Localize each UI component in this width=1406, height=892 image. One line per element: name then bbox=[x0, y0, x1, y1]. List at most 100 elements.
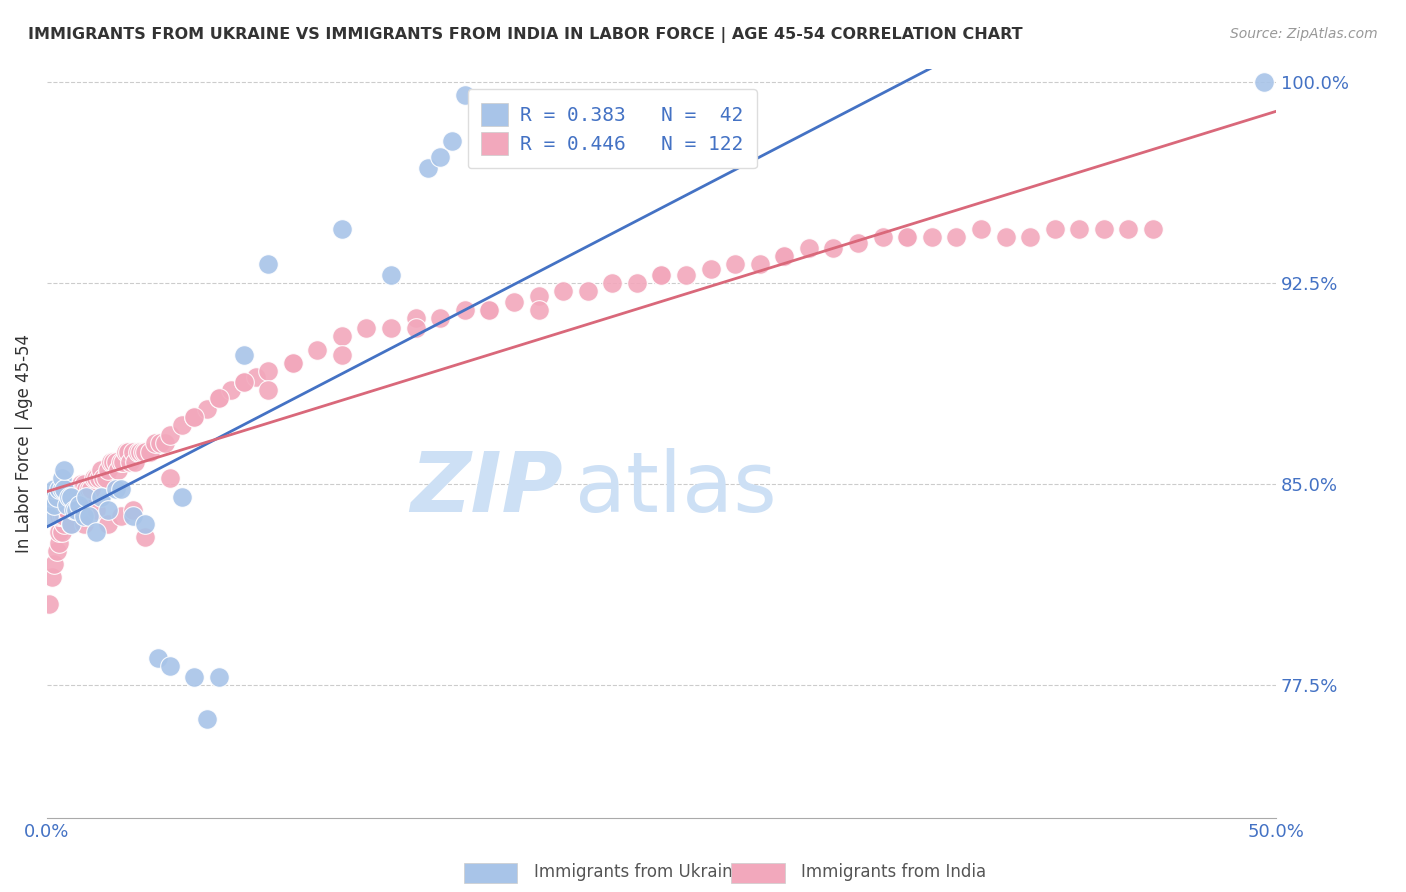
Point bbox=[257, 364, 280, 378]
Point bbox=[405, 310, 427, 325]
Point bbox=[1142, 222, 1164, 236]
Point bbox=[73, 476, 96, 491]
Point bbox=[380, 321, 402, 335]
Point bbox=[45, 490, 67, 504]
Point bbox=[53, 508, 76, 523]
Point bbox=[110, 508, 132, 523]
Point bbox=[773, 249, 796, 263]
Point bbox=[232, 375, 254, 389]
Point bbox=[257, 257, 280, 271]
Point bbox=[100, 455, 122, 469]
Point bbox=[1069, 222, 1091, 236]
Point bbox=[281, 356, 304, 370]
Point bbox=[51, 508, 73, 523]
Point bbox=[330, 329, 353, 343]
Point bbox=[107, 463, 129, 477]
Point bbox=[97, 503, 120, 517]
Point bbox=[945, 230, 967, 244]
Point bbox=[208, 391, 231, 405]
Point bbox=[921, 230, 943, 244]
Point bbox=[1253, 75, 1275, 89]
Point bbox=[994, 230, 1017, 244]
Point bbox=[773, 249, 796, 263]
Point bbox=[129, 444, 152, 458]
Point bbox=[80, 482, 103, 496]
Point bbox=[84, 524, 107, 539]
Point bbox=[153, 436, 176, 450]
Point bbox=[1118, 222, 1140, 236]
Point bbox=[58, 490, 80, 504]
Point bbox=[650, 268, 672, 282]
Point bbox=[58, 498, 80, 512]
Point bbox=[846, 235, 869, 250]
Point bbox=[53, 482, 76, 496]
Point bbox=[527, 289, 550, 303]
Point bbox=[48, 482, 70, 496]
Point bbox=[183, 409, 205, 424]
Point bbox=[896, 230, 918, 244]
Point bbox=[112, 455, 135, 469]
Legend: R = 0.383   N =  42, R = 0.446   N = 122: R = 0.383 N = 42, R = 0.446 N = 122 bbox=[468, 89, 756, 169]
Point bbox=[84, 503, 107, 517]
Point bbox=[44, 490, 66, 504]
Point bbox=[454, 88, 477, 103]
Point bbox=[429, 310, 451, 325]
Point bbox=[83, 471, 105, 485]
Point bbox=[195, 712, 218, 726]
Point bbox=[159, 428, 181, 442]
Point bbox=[45, 543, 67, 558]
Point bbox=[55, 498, 77, 512]
Point bbox=[44, 498, 66, 512]
Point bbox=[503, 294, 526, 309]
Point bbox=[330, 348, 353, 362]
Point bbox=[38, 508, 60, 523]
Point bbox=[110, 482, 132, 496]
Point bbox=[60, 482, 83, 496]
Point bbox=[183, 409, 205, 424]
Point bbox=[478, 302, 501, 317]
Point bbox=[429, 150, 451, 164]
Point bbox=[132, 444, 155, 458]
Point bbox=[208, 391, 231, 405]
Point bbox=[134, 444, 156, 458]
Point bbox=[416, 161, 439, 175]
Point bbox=[172, 490, 194, 504]
Point bbox=[257, 383, 280, 397]
Point bbox=[90, 463, 112, 477]
Point bbox=[48, 535, 70, 549]
Point bbox=[103, 455, 125, 469]
Point bbox=[65, 482, 87, 496]
Point bbox=[110, 455, 132, 469]
Point bbox=[122, 444, 145, 458]
Text: ZIP: ZIP bbox=[411, 448, 562, 529]
Point bbox=[55, 503, 77, 517]
Point bbox=[159, 658, 181, 673]
Point bbox=[51, 508, 73, 523]
Point bbox=[183, 669, 205, 683]
Point bbox=[73, 508, 96, 523]
Point bbox=[245, 369, 267, 384]
Point bbox=[626, 276, 648, 290]
Point bbox=[51, 471, 73, 485]
Point bbox=[330, 222, 353, 236]
Point bbox=[127, 444, 149, 458]
Point bbox=[104, 455, 127, 469]
Point bbox=[159, 471, 181, 485]
Point bbox=[97, 516, 120, 531]
Point bbox=[41, 570, 63, 584]
Point bbox=[1043, 222, 1066, 236]
Point bbox=[970, 222, 993, 236]
Point bbox=[87, 471, 110, 485]
Point bbox=[576, 284, 599, 298]
Point bbox=[1019, 230, 1042, 244]
Point bbox=[699, 262, 721, 277]
Point bbox=[896, 230, 918, 244]
Point bbox=[117, 444, 139, 458]
Point bbox=[139, 444, 162, 458]
Point bbox=[63, 503, 86, 517]
Point bbox=[195, 401, 218, 416]
Text: Source: ZipAtlas.com: Source: ZipAtlas.com bbox=[1230, 27, 1378, 41]
Point bbox=[60, 516, 83, 531]
Point bbox=[53, 463, 76, 477]
Point bbox=[675, 268, 697, 282]
